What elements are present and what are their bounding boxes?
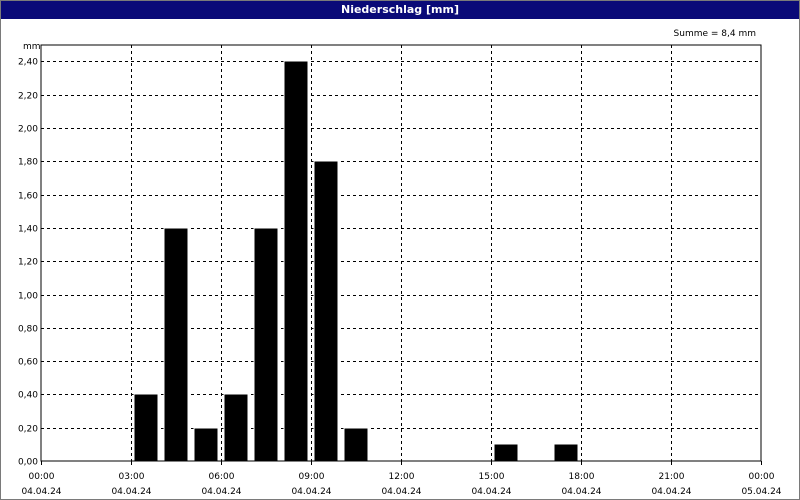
bar <box>223 393 249 462</box>
bar <box>133 393 159 462</box>
x-tick-time-label: 09:00 <box>299 472 325 482</box>
x-tick-date-label: 04.04.24 <box>111 487 151 497</box>
y-axis-ticks: 0,00 0,20 0,40 0,60 0,80 1,00 1,20 1,40 1,60 1,80… <box>18 58 38 468</box>
x-tick-time-label: 00:00 <box>29 472 55 482</box>
sum-annotation: Summe = 8,4 mm <box>674 29 756 39</box>
y-tick-label: 0,00 <box>18 458 38 468</box>
y-tick-label: 1,20 <box>18 258 38 268</box>
x-tick-date-label: 04.04.24 <box>651 487 691 497</box>
bars <box>133 60 579 462</box>
x-tick-date-label: 04.04.24 <box>291 487 331 497</box>
x-tick-time-label: 15:00 <box>479 472 505 482</box>
x-tick-date-label: 04.04.24 <box>21 487 61 497</box>
bar <box>193 427 219 462</box>
y-tick-label: 1,40 <box>18 225 38 235</box>
x-tick-date-label: 04.04.24 <box>561 487 601 497</box>
y-tick-label: 0,80 <box>18 325 38 335</box>
bar <box>283 60 309 462</box>
bar <box>163 227 189 462</box>
y-tick-label: 1,60 <box>18 192 38 202</box>
x-axis-ticks: 00:00 04.04.24 03:00 04.04.24 06:00 04.04.24 0… <box>21 461 782 497</box>
y-tick-label: 0,60 <box>18 358 38 368</box>
x-tick-time-label: 00:00 <box>749 472 775 482</box>
grid-lines <box>41 45 761 461</box>
bar <box>343 427 369 462</box>
bar <box>253 227 279 462</box>
bar <box>493 443 519 462</box>
x-tick-date-label: 04.04.24 <box>471 487 511 497</box>
x-tick-date-label: 05.04.24 <box>741 487 781 497</box>
y-tick-label: 0,40 <box>18 391 38 401</box>
bar <box>553 443 579 462</box>
y-tick-label: 1,00 <box>18 292 38 302</box>
x-tick-time-label: 18:00 <box>569 472 595 482</box>
y-axis-unit-label: mm <box>23 42 41 52</box>
y-tick-label: 0,20 <box>18 425 38 435</box>
x-tick-time-label: 03:00 <box>119 472 145 482</box>
chart-title: Niederschlag [mm] <box>1 1 799 19</box>
x-tick-time-label: 12:00 <box>389 472 415 482</box>
y-tick-label: 2,40 <box>18 58 38 68</box>
x-tick-time-label: 21:00 <box>659 472 685 482</box>
x-tick-date-label: 04.04.24 <box>381 487 421 497</box>
y-tick-label: 1,80 <box>18 158 38 168</box>
y-tick-label: 2,00 <box>18 125 38 135</box>
y-tick-label: 2,20 <box>18 92 38 102</box>
x-tick-date-label: 04.04.24 <box>201 487 241 497</box>
x-tick-time-label: 06:00 <box>209 472 235 482</box>
bar <box>313 160 339 462</box>
